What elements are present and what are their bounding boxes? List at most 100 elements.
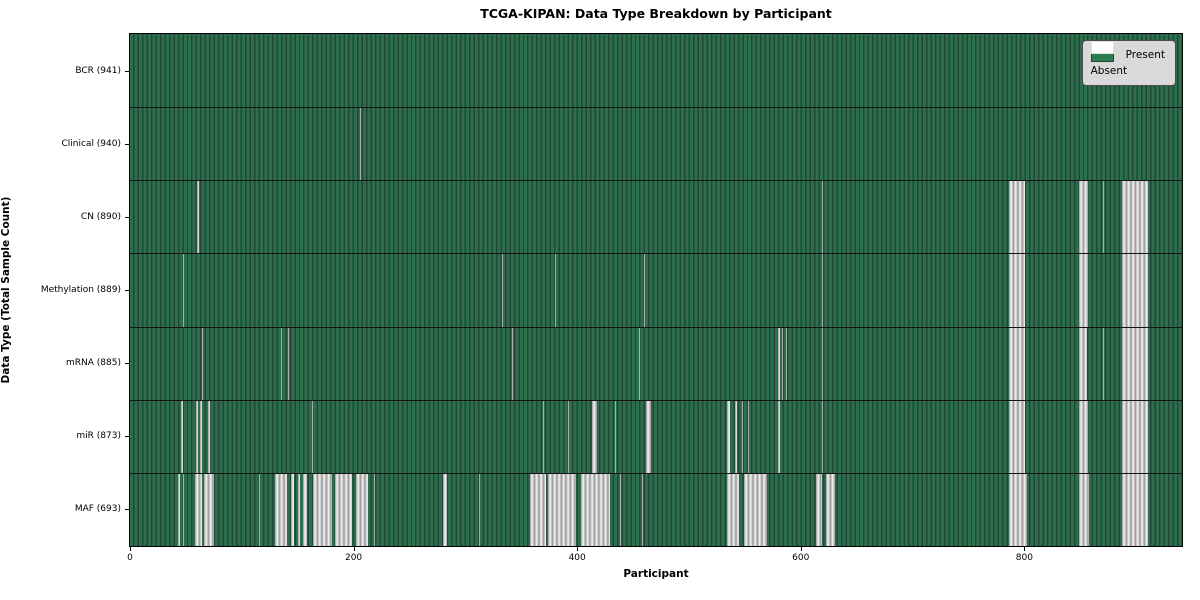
absent-stripe <box>638 326 640 400</box>
x-tick-mark <box>353 547 355 551</box>
x-tick-label-800: 800 <box>1015 553 1033 563</box>
absent-stripe <box>778 399 780 473</box>
heatmap-row-mRNA <box>130 326 1182 400</box>
absent-stripe <box>312 399 314 473</box>
absent-stripe <box>201 326 203 400</box>
heatmap-row-miR <box>130 399 1182 473</box>
absent-stripe <box>195 399 199 473</box>
y-axis-label: Data Type (Total Sample Count) <box>0 196 12 384</box>
x-axis-label: Participant <box>623 568 689 580</box>
absent-stripe <box>1008 180 1026 254</box>
absent-stripe <box>1102 180 1104 254</box>
plot-area: Present Absent BCR (941) Clinical (940) CN… <box>41 33 1183 563</box>
absent-stripe <box>816 472 822 546</box>
y-tick-mark <box>125 216 129 218</box>
absent-stripe <box>646 399 651 473</box>
absent-stripe <box>778 326 780 400</box>
absent-stripe <box>275 472 287 546</box>
x-tick-label-600: 600 <box>792 553 810 563</box>
absent-stripe <box>355 472 369 546</box>
absent-stripe <box>826 472 836 546</box>
absent-stripe <box>182 253 184 327</box>
legend: Present Absent <box>1081 40 1176 86</box>
row-separator-line <box>130 180 1182 182</box>
absent-stripe <box>822 253 824 327</box>
row-separator-line <box>130 399 1182 401</box>
absent-stripe <box>178 472 181 546</box>
chart-title: TCGA-KIPAN: Data Type Breakdown by Parti… <box>480 6 832 21</box>
y-tick-mark <box>125 363 129 365</box>
legend-item-absent: Absent <box>1090 41 1165 79</box>
absent-stripe <box>1079 180 1089 254</box>
x-tick-mark <box>800 547 802 551</box>
absent-stripe <box>258 472 260 546</box>
absent-stripe <box>303 472 307 546</box>
y-tick-mark <box>125 509 129 511</box>
absent-stripe <box>748 399 750 473</box>
x-tick-label-0: 0 <box>127 553 133 563</box>
absent-stripe <box>741 399 743 473</box>
absent-swatch-icon <box>1090 41 1114 54</box>
heatmap-row-MAF <box>130 472 1182 546</box>
absent-stripe <box>502 253 504 327</box>
absent-stripe <box>182 472 184 546</box>
absent-stripe <box>181 399 183 473</box>
legend-label-present: Present <box>1125 49 1165 61</box>
absent-stripe <box>580 472 610 546</box>
absent-stripe <box>373 472 375 546</box>
absent-stripe <box>734 399 738 473</box>
absent-stripe <box>197 180 200 254</box>
absent-stripe <box>726 399 731 473</box>
absent-stripe <box>287 326 289 400</box>
y-tick-label-CN: CN (890) <box>80 211 121 222</box>
y-tick-label-MAF: MAF (693) <box>74 504 121 515</box>
heatmap-row-Methylation <box>130 253 1182 327</box>
absent-stripe <box>1121 253 1149 327</box>
absent-stripe <box>297 472 300 546</box>
absent-stripe <box>512 326 514 400</box>
x-tick-mark <box>577 547 579 551</box>
x-tick-label-400: 400 <box>568 553 586 563</box>
absent-stripe <box>1079 326 1087 400</box>
absent-stripe <box>1121 472 1149 546</box>
absent-stripe <box>1008 326 1026 400</box>
y-tick-label-mRNA: mRNA (885) <box>66 358 121 369</box>
absent-stripe <box>781 326 783 400</box>
y-tick-label-Methylation: Methylation (889) <box>40 285 121 295</box>
absent-stripe <box>1008 399 1026 473</box>
absent-stripe <box>548 472 577 546</box>
absent-stripe <box>530 472 546 546</box>
absent-stripe <box>313 472 333 546</box>
absent-stripe <box>1008 253 1026 327</box>
absent-stripe <box>360 107 362 181</box>
x-tick-mark <box>1024 547 1026 551</box>
absent-stripe <box>615 399 617 473</box>
absent-stripe <box>591 399 598 473</box>
absent-stripe <box>1079 472 1090 546</box>
absent-stripe <box>1008 472 1027 546</box>
absent-stripe <box>200 399 202 473</box>
absent-stripe <box>1079 399 1089 473</box>
absent-stripe <box>743 472 768 546</box>
absent-stripe <box>443 472 448 546</box>
absent-stripe <box>194 472 202 546</box>
absent-stripe <box>542 399 544 473</box>
absent-stripe <box>642 472 644 546</box>
row-separator-line <box>130 253 1182 255</box>
absent-stripe <box>822 326 824 400</box>
absent-stripe <box>644 253 646 327</box>
absent-stripe <box>1121 180 1149 254</box>
y-tick-label-miR: miR (873) <box>76 431 121 442</box>
absent-stripe <box>822 399 824 473</box>
absent-stripe <box>822 180 824 254</box>
absent-stripe <box>1121 399 1149 473</box>
absent-stripe <box>568 399 570 473</box>
heatmap-row-CN <box>130 180 1182 254</box>
absent-stripe <box>1079 253 1089 327</box>
y-tick-label-Clinical: Clinical (940) <box>61 138 121 149</box>
heatmap-row-Clinical <box>130 107 1182 181</box>
row-separator-line <box>130 472 1182 474</box>
row-separator-line <box>130 326 1182 328</box>
absent-stripe <box>786 326 788 400</box>
